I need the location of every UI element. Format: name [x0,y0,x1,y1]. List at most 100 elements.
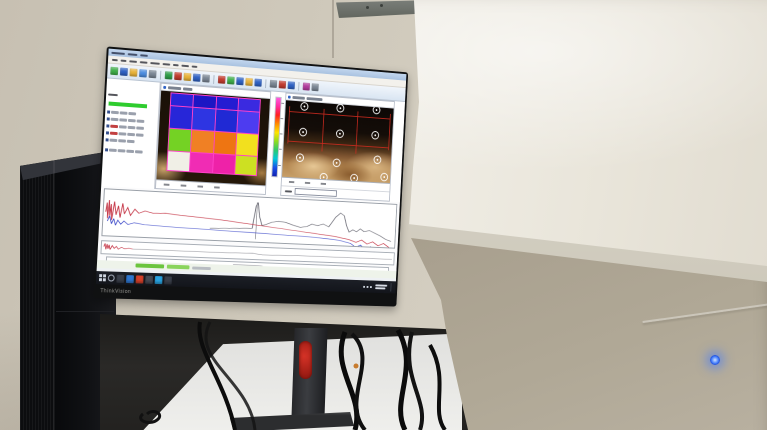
toolbar-button[interactable] [202,74,210,83]
taskbar-app-icon[interactable] [145,275,154,284]
heatmap-cell [190,152,213,173]
screw-dot [380,4,383,7]
tray-icon[interactable] [366,285,369,288]
value-chip [118,139,126,143]
scan-marker [295,153,304,163]
start-button[interactable] [98,274,107,282]
axis-tick-label [288,180,295,184]
value-chip [127,119,136,123]
taskbar-app-icon[interactable] [135,274,144,284]
toolbar-button[interactable] [148,69,157,79]
tab-label[interactable] [182,86,193,91]
value-chip [118,132,127,136]
screw-dot [366,6,369,9]
menu-item[interactable] [150,61,160,65]
toolbar-button[interactable] [110,66,119,76]
scan-gridline [321,145,323,152]
toolbar-button[interactable] [226,76,235,85]
toolbar-button[interactable] [183,72,192,82]
show-desktop-button[interactable] [390,283,394,292]
taskbar-app-icon[interactable] [125,274,135,283]
gray-trace [210,200,393,241]
tray-icon[interactable] [370,285,372,288]
tower-mesh-panel [20,150,54,430]
tab-label[interactable] [306,96,323,101]
toolbar-button[interactable] [254,78,262,87]
value-chip [110,124,119,128]
menu-item[interactable] [111,58,118,61]
toolbar-button[interactable] [192,73,201,82]
row-icon [106,124,110,128]
menu-item[interactable] [191,65,198,68]
value-chip [136,126,144,130]
heatmap-cell [234,155,257,176]
axis-tick-label [180,184,187,187]
menu-item[interactable] [120,59,127,62]
menu-item[interactable] [181,64,189,67]
parameter-row[interactable] [105,146,154,156]
taskbar-apps [116,274,173,284]
toolbar-button[interactable] [129,68,138,77]
toolbar-button[interactable] [302,82,311,91]
window-title-text [127,52,138,56]
progress-bar [108,101,148,109]
cscan-panel [154,82,272,195]
toolbar-button[interactable] [119,67,128,77]
toolbar-button[interactable] [139,69,148,78]
toolbar-button[interactable] [269,79,278,88]
row-icon [107,110,111,114]
row-icon [106,117,110,121]
tab-label[interactable] [292,95,305,100]
menu-item[interactable] [129,59,138,63]
toolbar-button[interactable] [311,83,319,92]
search-icon[interactable] [107,274,115,282]
toolbar-button[interactable] [245,77,253,87]
heatmap-cell [167,151,191,172]
value-chip [135,133,144,137]
taskbar-app-icon[interactable] [154,275,163,284]
toolbar-button[interactable] [174,71,183,81]
toolbar-button[interactable] [287,81,296,90]
menu-item[interactable] [139,60,148,64]
tab-label[interactable] [167,85,182,90]
row-icon [105,148,109,152]
toolbar-button[interactable] [164,71,173,80]
red-trace [104,243,133,250]
scan-marker [332,157,341,167]
scan-marker [379,172,388,182]
taskbar-app-icon[interactable] [164,275,173,284]
heatmap-cell [215,96,238,111]
value-chip [109,131,118,135]
red-trace [104,200,390,248]
monitor-brand-label: ThinkVision [100,288,132,296]
heatmap-cell [169,106,193,130]
colorbar-tick [280,118,284,120]
toolbar-button[interactable] [236,77,244,86]
taskbar-clock[interactable] [375,284,388,290]
axis-tick-label [214,186,220,189]
wall-fixture-bar [336,0,434,18]
toolbar-separator [298,81,300,91]
scan-marker [371,130,380,140]
value-chip [110,110,119,114]
scan-marker [298,127,308,137]
menu-item[interactable] [172,63,179,66]
tray-icon[interactable] [363,285,366,288]
scan-marker [336,103,345,113]
toolbar-button[interactable] [217,75,226,84]
heatmap-cell [193,95,216,109]
scan-gridline [287,140,389,149]
menu-item[interactable] [162,62,171,66]
value-chip [128,112,137,116]
frame-input[interactable] [294,187,338,197]
toolbar-button[interactable] [278,80,287,89]
value-chip [119,118,128,122]
axis-tick-label [320,182,327,185]
value-chip [134,150,143,154]
bscan-panel [280,92,395,202]
taskbar-app-icon[interactable] [116,274,125,283]
colorbar-tick [278,164,281,166]
window-title-text [111,51,125,55]
value-chip [118,125,127,129]
